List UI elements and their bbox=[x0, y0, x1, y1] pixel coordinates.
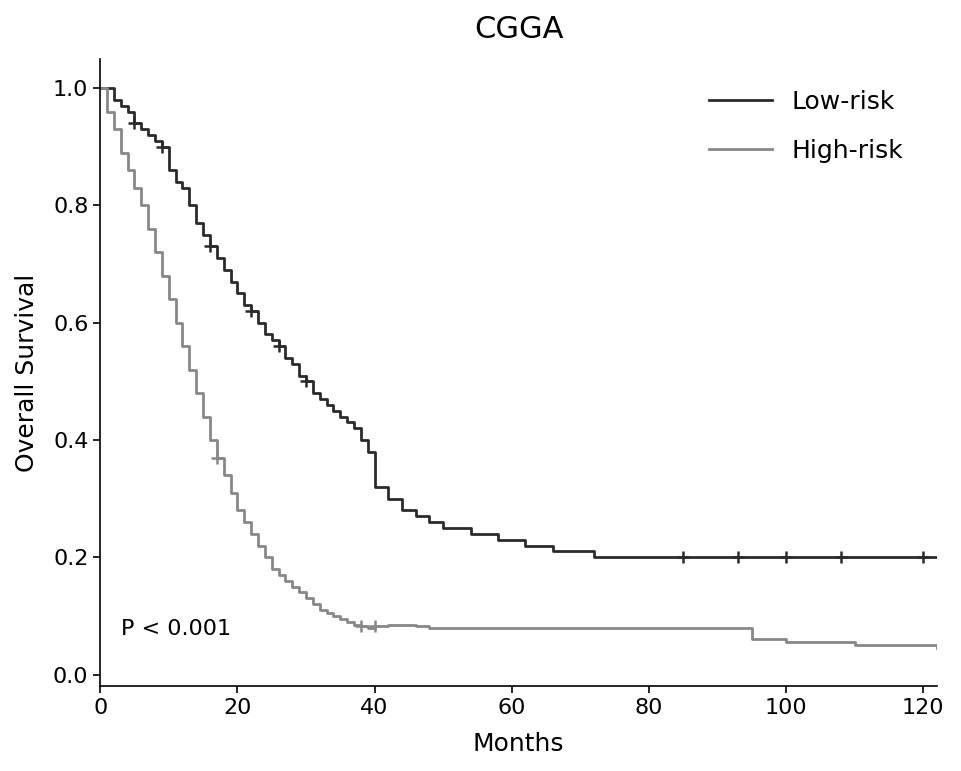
High-risk bbox=[712, 623, 724, 632]
Low-risk bbox=[362, 436, 374, 445]
Line: Low-risk: Low-risk bbox=[100, 88, 937, 557]
Low-risk bbox=[396, 494, 407, 503]
Low-risk bbox=[931, 553, 943, 562]
Low-risk bbox=[588, 553, 600, 562]
Line: High-risk: High-risk bbox=[100, 88, 937, 648]
Low-risk bbox=[616, 553, 628, 562]
Y-axis label: Overall Survival: Overall Survival bbox=[15, 274, 39, 472]
Low-risk bbox=[94, 83, 106, 93]
Low-risk bbox=[142, 130, 154, 140]
High-risk bbox=[109, 107, 120, 116]
High-risk bbox=[505, 623, 517, 632]
X-axis label: Months: Months bbox=[473, 732, 564, 756]
High-risk bbox=[94, 83, 106, 93]
High-risk bbox=[931, 644, 943, 653]
High-risk bbox=[109, 125, 120, 134]
Legend: Low-risk, High-risk: Low-risk, High-risk bbox=[697, 78, 916, 176]
Text: P < 0.001: P < 0.001 bbox=[121, 619, 231, 639]
Low-risk bbox=[280, 342, 291, 351]
High-risk bbox=[396, 620, 407, 629]
Low-risk bbox=[197, 230, 209, 239]
Title: CGGA: CGGA bbox=[474, 15, 563, 44]
High-risk bbox=[218, 470, 230, 480]
